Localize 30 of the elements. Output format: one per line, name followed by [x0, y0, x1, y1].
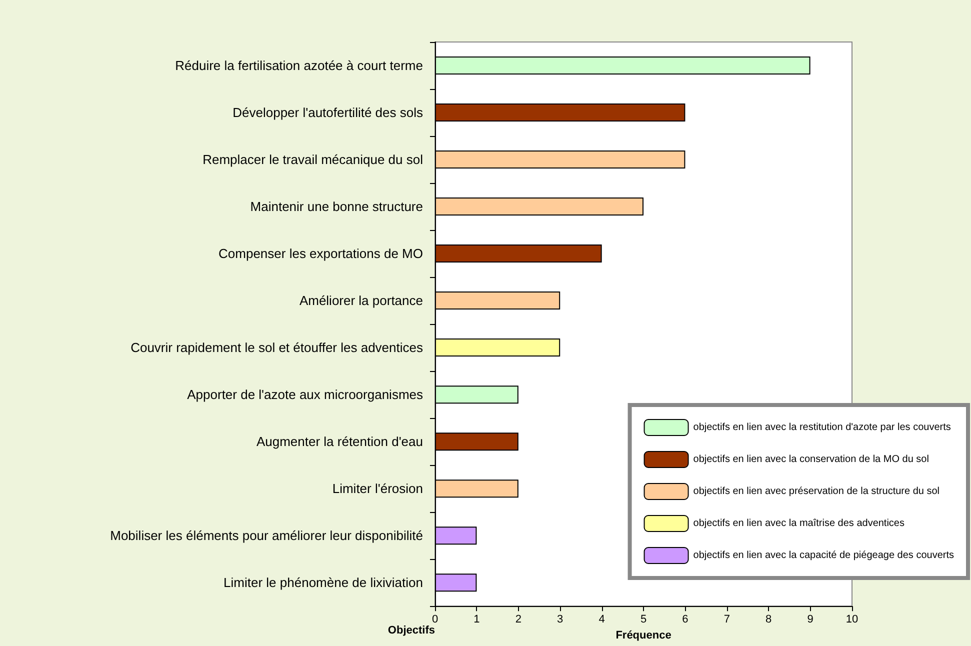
legend-label: objectifs en lien avec la maîtrise des adventices — [693, 518, 905, 529]
y-tick-label: Développer l'autofertilité des sols — [232, 105, 424, 120]
x-tick-label: 6 — [682, 614, 688, 626]
y-tick-label: Augmenter la rétention d'eau — [256, 434, 423, 450]
x-tick-label: 2 — [515, 614, 522, 626]
x-tick-label: 0 — [432, 614, 438, 626]
x-tick-label: 9 — [807, 614, 814, 626]
y-tick-label: Améliorer la portance — [299, 293, 423, 308]
y-axis-title: Objectifs — [388, 624, 435, 636]
y-tick-label: Apporter de l'azote aux microorganismes — [187, 387, 424, 402]
x-tick-label: 1 — [474, 614, 480, 626]
y-tick-label: Limiter le phénomène de lixiviation — [224, 575, 423, 590]
y-tick-label: Compenser les exportations de MO — [218, 246, 423, 262]
x-tick-label: 7 — [724, 614, 730, 626]
x-tick-label: 3 — [557, 614, 564, 626]
x-tick-label: 4 — [598, 614, 605, 626]
legend-label: objectifs en lien avec la restitution d'azote par les couverts — [693, 422, 951, 433]
x-axis-title: Fréquence — [616, 630, 672, 642]
y-tick-label: Maintenir une bonne structure — [250, 199, 423, 214]
y-tick-label: Remplacer le travail mécanique du sol — [202, 152, 424, 168]
legend-label: objectifs en lien avec la conservation de la MO du sol — [693, 454, 929, 465]
legend-label: objectifs en lien avec préservation de la structure du sol — [693, 486, 940, 497]
y-tick-label: Mobiliser les éléments pour améliorer leur disponibilité — [110, 528, 423, 544]
x-tick-label: 8 — [766, 614, 772, 626]
y-tick-label: Couvrir rapidement le sol et étouffer les adventices — [130, 340, 424, 356]
y-tick-label: Limiter l'érosion — [332, 481, 423, 496]
x-tick-label: 10 — [846, 614, 858, 626]
y-tick-label: Réduire la fertilisation azotée à court terme — [175, 58, 423, 74]
legend-label: objectifs en lien avec la capacité de piégeage des couverts — [693, 550, 954, 561]
x-tick-label: 5 — [640, 614, 647, 626]
